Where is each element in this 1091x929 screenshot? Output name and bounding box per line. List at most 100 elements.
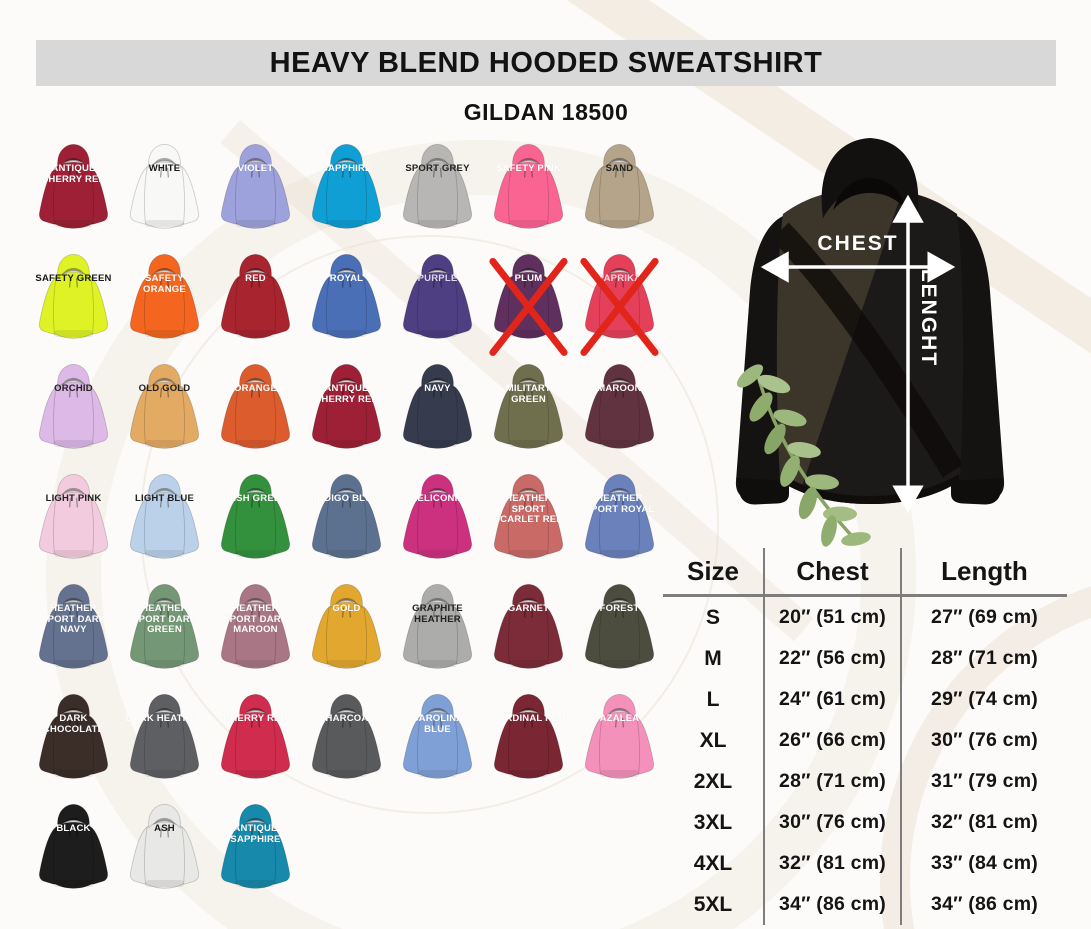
length-arrow-label: LENGHT	[917, 269, 940, 367]
hoodie-icon	[402, 583, 473, 669]
hoodie-color-label: OLD GOLD	[138, 383, 191, 394]
hoodie-swatch-old-gold: OLD GOLD	[119, 353, 210, 463]
hoodie-color-label: WHITE	[148, 163, 181, 174]
hoodie-icon	[584, 473, 655, 559]
hoodie-swatch-cherry-red: CHERRY RED	[210, 683, 301, 793]
hoodie-color-label: VIOLET	[237, 163, 274, 174]
hoodie-icon	[38, 583, 109, 669]
hoodie-icon	[129, 693, 200, 779]
hoodie-icon	[493, 473, 564, 559]
size-table-row: 3XL 30″ (76 cm) 32″ (81 cm)	[663, 802, 1067, 843]
hoodie-swatch-light-blue: LIGHT BLUE	[119, 463, 210, 573]
hoodie-swatch-antique-cherry-red: ANTIQUE CHERRY RED	[28, 133, 119, 243]
hoodie-icon	[38, 143, 109, 229]
crossed-out-mark	[580, 257, 659, 356]
hoodie-swatch-plum: PLUM	[483, 243, 574, 356]
hoodie-color-label: CARDINAL RED	[491, 713, 566, 724]
hoodie-icon	[402, 253, 473, 339]
hoodie-color-label: PURPLE	[417, 273, 458, 284]
hoodie-swatch-heather-sport-scarlet-red: HEATHER SPORT SCARLET RED	[483, 463, 574, 573]
hoodie-icon	[493, 363, 564, 449]
size-table-row: M 22″ (56 cm) 28″ (71 cm)	[663, 638, 1067, 679]
hoodie-icon	[220, 363, 291, 449]
hoodie-color-label: HEATHER SPORT DARK NAVY	[41, 603, 106, 636]
hoodie-color-label: IRISH GREEN	[223, 493, 288, 504]
hoodie-color-label: GARNET	[507, 603, 550, 614]
hoodie-color-label: SAFETY ORANGE	[143, 273, 186, 295]
hoodie-icon	[493, 143, 564, 229]
hoodie-swatch-forest: FOREST	[574, 573, 665, 683]
hoodie-color-label: SPORT GREY	[405, 163, 470, 174]
hoodie-icon	[38, 803, 109, 889]
hoodie-color-label: HEATHER SPORT ROYAL	[584, 493, 655, 515]
hoodie-icon	[129, 253, 200, 339]
hoodie-swatch-orange: ORANGE	[210, 353, 301, 463]
size-cell: M	[704, 646, 722, 670]
hoodie-swatch-antique-sapphire: ANTIQUE SAPPHIRE	[210, 793, 301, 903]
hoodie-icon	[38, 253, 109, 339]
hoodie-icon	[129, 363, 200, 449]
hoodie-icon	[584, 363, 655, 449]
hoodie-icon	[38, 473, 109, 559]
hoodie-swatch-antique-cherry-red: ANTIQUE CHERRY RED	[301, 353, 392, 463]
hoodie-color-label: CHERRY RED	[223, 713, 288, 724]
hoodie-color-label: LIGHT PINK	[45, 493, 102, 504]
hoodie-color-label: DARK HEATHER	[125, 713, 204, 724]
hoodie-color-label: HELICONIA	[410, 493, 465, 504]
hoodie-swatch-carolina-blue: CAROLINA BLUE	[392, 683, 483, 793]
hoodie-swatch-ash: ASH	[119, 793, 210, 903]
hoodie-color-label: HEATHER SPORT DARK MAROON	[223, 603, 288, 636]
chest-cell: 24″ (61 cm)	[763, 679, 900, 720]
hoodie-color-label: BLACK	[56, 823, 91, 834]
size-table-row: L 24″ (61 cm) 29″ (74 cm)	[663, 679, 1067, 720]
hoodie-color-label: ROYAL	[329, 273, 364, 284]
hoodie-icon	[129, 583, 200, 669]
chest-cell: 34″ (86 cm)	[763, 884, 900, 925]
hoodie-icon	[311, 363, 382, 449]
hoodie-swatch-heather-sport-royal: HEATHER SPORT ROYAL	[574, 463, 665, 573]
hoodie-color-label: ASH	[154, 823, 175, 834]
measurement-diagram: CHEST LENGHT	[735, 138, 1005, 547]
hoodie-color-label: ORCHID	[54, 383, 93, 394]
hoodie-swatch-irish-green: IRISH GREEN	[210, 463, 301, 573]
hoodie-color-label: PLUM	[514, 273, 543, 284]
hoodie-color-label: HEATHER SPORT DARK GREEN	[132, 603, 197, 636]
hoodie-color-label: AZALEA	[599, 713, 640, 724]
hoodie-swatch-navy: NAVY	[392, 353, 483, 463]
chest-cell: 22″ (56 cm)	[763, 638, 900, 679]
hoodie-color-label: GRAPHITE HEATHER	[412, 603, 463, 625]
hoodie-color-label: LIGHT BLUE	[134, 493, 194, 504]
hoodie-color-label: CAROLINA BLUE	[411, 713, 464, 735]
hoodie-cuff-left	[736, 478, 789, 505]
hoodie-swatch-heliconia: HELICONIA	[392, 463, 483, 573]
hoodie-icon	[129, 473, 200, 559]
hoodie-icon	[129, 803, 200, 889]
hoodie-swatch-sand: SAND	[574, 133, 665, 243]
hoodie-icon	[220, 583, 291, 669]
hoodie-swatch-gold: GOLD	[301, 573, 392, 683]
hoodie-color-label: CHARCOAL	[318, 713, 375, 724]
size-cell: XL	[699, 728, 727, 752]
hoodie-icon	[402, 363, 473, 449]
size-table-row: S 20″ (51 cm) 27″ (69 cm)	[663, 597, 1067, 638]
hoodie-swatch-black: BLACK	[28, 793, 119, 903]
hoodie-icon	[402, 143, 473, 229]
hoodie-icon	[311, 143, 382, 229]
hoodie-color-label: MILITARY GREEN	[505, 383, 552, 405]
leaf-branch-decoration	[736, 364, 871, 547]
hoodie-swatch-safety-green: SAFETY GREEN	[28, 243, 119, 353]
chest-cell: 30″ (76 cm)	[763, 802, 900, 843]
crossed-out-mark	[489, 257, 568, 356]
hoodie-icon	[220, 803, 291, 889]
hoodie-swatch-dark-chocolate: DARK CHOCOLATE	[28, 683, 119, 793]
product-model: GILDAN 18500	[463, 99, 629, 125]
hoodie-swatch-purple: PURPLE	[392, 243, 483, 353]
size-header: Size	[686, 555, 740, 586]
hoodie-color-label: SAND	[605, 163, 634, 174]
length-cell: 27″ (69 cm)	[900, 597, 1067, 638]
size-table-row: 2XL 28″ (71 cm) 31″ (79 cm)	[663, 761, 1067, 802]
hoodie-icon	[584, 693, 655, 779]
hoodie-swatch-graphite-heather: GRAPHITE HEATHER	[392, 573, 483, 683]
hoodie-color-label: GOLD	[332, 603, 361, 614]
